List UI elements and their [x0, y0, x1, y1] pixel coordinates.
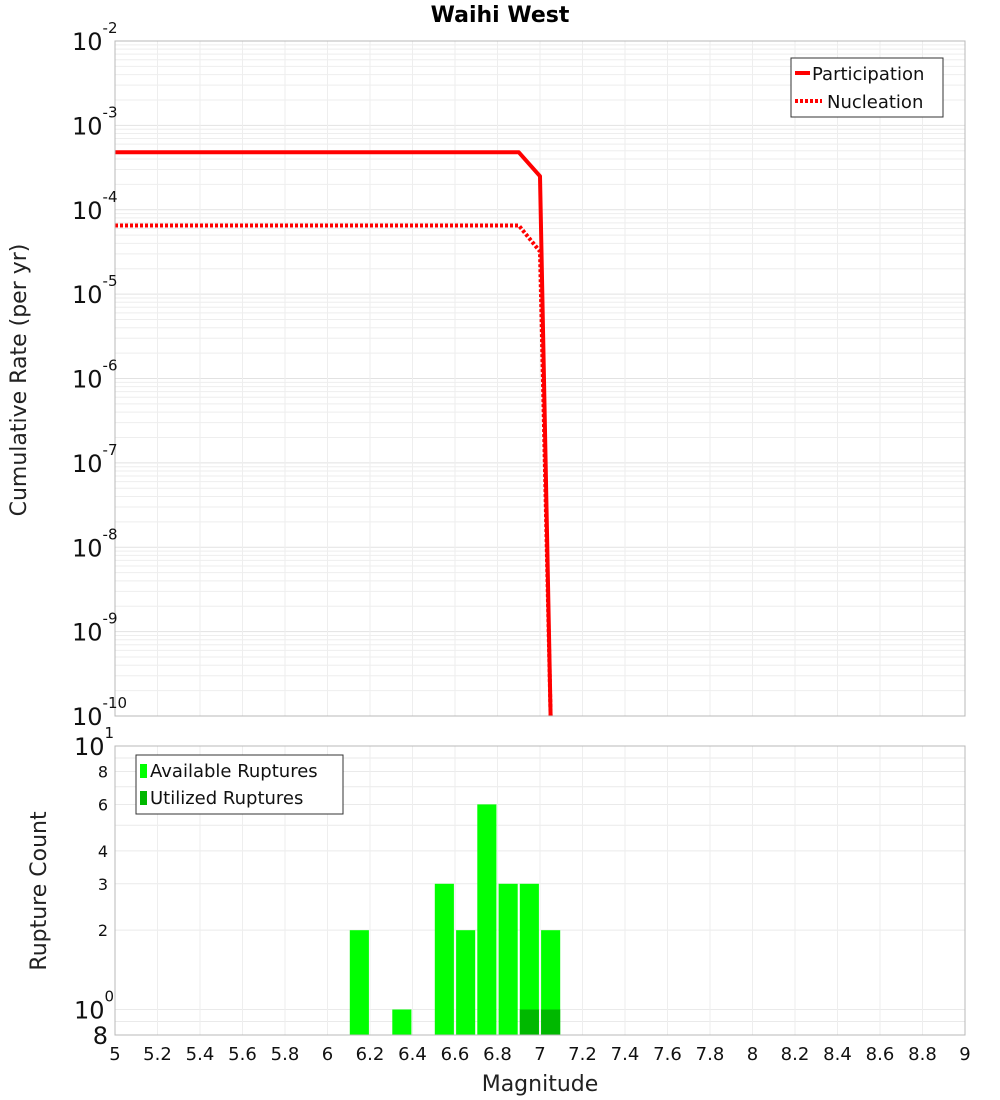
legend-utilized-label: Utilized Ruptures [150, 788, 303, 809]
bar-available-ruptures [477, 804, 497, 1035]
x-tick-label: 8 [747, 1044, 758, 1065]
top-legend-box [790, 57, 944, 118]
bottom-legend-box [135, 754, 344, 815]
legend-available-label: Available Ruptures [150, 761, 318, 782]
bottom-y-tick-label: 2 [98, 921, 108, 940]
top-plot-grid [114, 41, 966, 717]
x-tick-label: 7.2 [568, 1044, 597, 1065]
x-tick-label: 6.6 [441, 1044, 470, 1065]
x-tick-label: 8.6 [866, 1044, 895, 1065]
bottom-y-tick-label: 6 [98, 795, 108, 814]
top-y-ticks: 10-2 10-3 10-4 10-5 10-6 10-7 10-8 10-9 10-10 [72, 19, 127, 731]
top-y-tick-label: 10-7 [72, 441, 118, 478]
legend-available-swatch [140, 764, 147, 778]
x-tick-label: 6.4 [398, 1044, 427, 1065]
bottom-y-axis-label: Rupture Count [27, 811, 52, 971]
cumulative-rate-plot: 10-2 10-3 10-4 10-5 10-6 10-7 10-8 10-9 10-10 Cu… [7, 19, 966, 731]
x-tick-label: 8.4 [823, 1044, 852, 1065]
top-y-tick-label: 10-3 [72, 103, 118, 140]
bar-available-ruptures [392, 1009, 412, 1035]
bottom-plot-frame [114, 745, 966, 1036]
bottom-y-tick-label: 4 [98, 842, 108, 861]
series-line-nucleation [115, 223, 553, 717]
bar-utilized-ruptures [519, 1009, 539, 1035]
bar-available-ruptures [434, 883, 454, 1035]
top-y-tick-label: 10-4 [72, 188, 118, 225]
top-legend: Participation Nucleation [790, 57, 944, 118]
bar-available-ruptures [541, 930, 561, 1035]
legend-nucleation-label: Nucleation [827, 92, 923, 113]
x-tick-label: 6.2 [356, 1044, 385, 1065]
top-y-axis-label: Cumulative Rate (per yr) [7, 244, 32, 517]
bottom-y-tick-label: 8 [98, 763, 108, 782]
bottom-y-tick-label: 100 [74, 987, 114, 1024]
top-y-tick-label: 10-9 [72, 610, 118, 647]
x-tick-label: 5.8 [271, 1044, 300, 1065]
top-y-tick-label: 10-8 [72, 525, 118, 562]
x-tick-label: 5.2 [143, 1044, 172, 1065]
x-ticks: 5 5.2 5.4 5.6 5.8 6 6.2 6.4 6.6 6.8 7 7.2 7.4 7.6 7.8 8… [109, 1044, 970, 1065]
top-y-tick-label: 10-5 [72, 272, 118, 309]
x-tick-label: 6 [322, 1044, 333, 1065]
bottom-y-tick-label: 101 [74, 724, 114, 761]
x-tick-label: 7.8 [696, 1044, 725, 1065]
x-tick-label: 5.4 [186, 1044, 215, 1065]
bottom-y-tick-label: 8 [93, 1022, 108, 1050]
x-tick-label: 7 [534, 1044, 545, 1065]
bottom-legend: Available Ruptures Utilized Ruptures [135, 754, 344, 815]
bar-available-ruptures [498, 883, 518, 1035]
x-tick-label: 9 [959, 1044, 970, 1065]
top-plot-series [115, 150, 553, 717]
x-tick-label: 8.8 [908, 1044, 937, 1065]
top-y-tick-label: 10-6 [72, 357, 118, 394]
top-y-tick-label: 10-10 [72, 694, 127, 731]
bar-available-ruptures [519, 883, 539, 1035]
x-tick-label: 7.6 [653, 1044, 682, 1065]
x-tick-label: 5 [109, 1044, 120, 1065]
top-y-tick-label: 10-2 [72, 19, 118, 56]
bottom-plot-bars [349, 804, 561, 1035]
x-tick-label: 6.8 [483, 1044, 512, 1065]
x-tick-label: 7.4 [611, 1044, 640, 1065]
bar-utilized-ruptures [541, 1009, 561, 1035]
top-plot-frame [114, 40, 966, 717]
bar-available-ruptures [349, 930, 369, 1035]
x-axis-label: Magnitude [482, 1072, 599, 1097]
bar-available-ruptures [456, 930, 476, 1035]
x-tick-label: 8.2 [781, 1044, 810, 1065]
chart-title: Waihi West [431, 3, 570, 28]
legend-utilized-swatch [140, 791, 147, 805]
bottom-y-tick-label: 3 [98, 875, 108, 894]
x-tick-label: 5.6 [228, 1044, 257, 1065]
legend-participation-label: Participation [812, 64, 924, 85]
